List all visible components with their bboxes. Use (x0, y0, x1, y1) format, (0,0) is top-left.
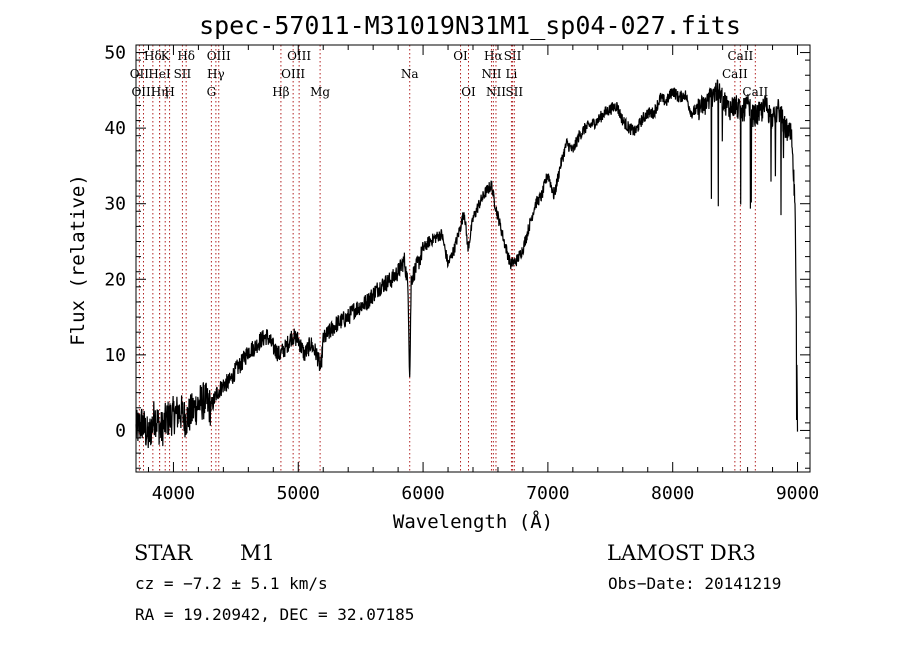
y-tick-label: 40 (104, 118, 126, 139)
spectral-line-label: Mg (310, 85, 330, 99)
y-axis-ticks: 0 10 20 30 40 50 (104, 43, 810, 469)
flux-series-line (135, 79, 799, 449)
chart-title: spec-57011-M31019N31M1_sp04-027.fits (199, 11, 741, 40)
plot-frame (135, 44, 811, 473)
y-tick-label: 10 (104, 345, 126, 366)
spectral-line-label: OI (453, 49, 468, 63)
spectral-line-label: OIII (281, 67, 305, 81)
spectral-line-label: Hγ (207, 67, 225, 81)
spectral-line-label: Li (506, 67, 518, 81)
object-class: STAR (134, 541, 193, 565)
spectral-line-label: Hα (484, 49, 503, 63)
y-axis-label: Flux (relative) (67, 174, 89, 346)
spectral-line-label: Na (401, 67, 419, 81)
spectral-line-label: OIII (207, 49, 231, 63)
survey-name: LAMOST DR3 (607, 541, 756, 565)
x-axis-ticks: 4000 5000 6000 7000 8000 9000 (147, 45, 819, 504)
obs-date: Obs−Date: 20141219 (608, 574, 782, 593)
y-tick-label: 50 (104, 43, 126, 64)
spectral-line-label: Hη (151, 85, 169, 99)
spectral-line-label: OIII (131, 85, 155, 99)
y-tick-label: 0 (115, 420, 126, 441)
x-tick-label: 7000 (526, 483, 569, 504)
object-subclass: M1 (240, 541, 275, 565)
spectral-line-label: K (161, 49, 171, 63)
spectral-line-label: OI (461, 85, 476, 99)
x-tick-label: 4000 (152, 483, 195, 504)
redshift-cz: cz = −7.2 ± 5.1 km/s (135, 574, 328, 593)
spectral-line-label: Hβ (272, 85, 289, 99)
x-axis-label: Wavelength (Å) (393, 510, 553, 533)
x-tick-label: 6000 (401, 483, 444, 504)
spectral-line-label: OIII (287, 49, 311, 63)
spectral-line-label: SII (174, 67, 192, 81)
spectral-line-label: Hδ (177, 49, 195, 63)
spectral-line-label: CaII (742, 85, 768, 99)
spectral-line-label: G (207, 85, 217, 99)
spectral-line-label: H (164, 85, 174, 99)
x-tick-label: 9000 (776, 483, 819, 504)
coordinates: RA = 19.20942, DEC = 32.07185 (135, 605, 415, 624)
spectral-line-label: Hδ (144, 49, 162, 63)
spectral-line-label: CaII (722, 67, 748, 81)
spectral-line-label: SII (505, 85, 523, 99)
spectral-line-label: NII (481, 67, 501, 81)
x-tick-label: 8000 (651, 483, 694, 504)
y-tick-label: 20 (104, 269, 126, 290)
spectral-line-label: CaII (727, 49, 753, 63)
y-tick-label: 30 (104, 194, 126, 215)
spectral-line-markers: HδOIIOIIIHeIHηKHSIIHδGOIIIHγHβOIIIOIIIMg… (130, 45, 768, 472)
spectral-line-label: NII (486, 85, 506, 99)
spectral-line-label: OII (130, 67, 150, 81)
spectral-line-label: SII (504, 49, 522, 63)
x-tick-label: 5000 (277, 483, 320, 504)
